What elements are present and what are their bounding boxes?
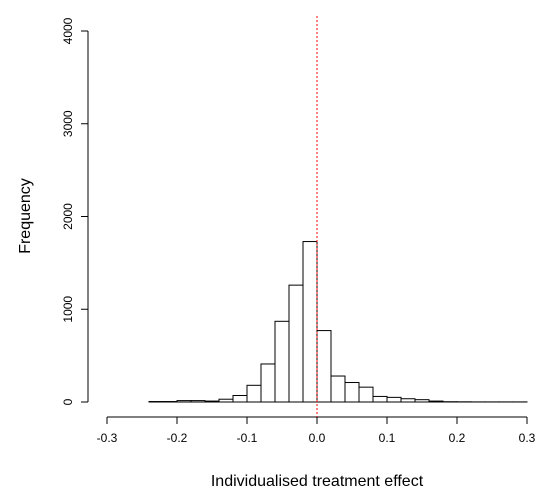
y-tick-label: 0	[61, 398, 75, 405]
y-tick-label: 2000	[61, 203, 75, 230]
bar	[260, 363, 276, 403]
y-tick-label: 1000	[61, 296, 75, 323]
bar	[218, 398, 234, 403]
bar	[176, 400, 192, 403]
y-axis-label: Frequency	[17, 178, 34, 254]
bar	[414, 399, 430, 403]
x-tick-label: 0.3	[519, 431, 536, 445]
bar	[288, 284, 304, 403]
bar	[246, 384, 262, 403]
bar	[372, 395, 388, 403]
bar	[204, 400, 220, 403]
x-tick-label: -0.2	[167, 431, 188, 445]
bar	[316, 330, 332, 403]
bar	[386, 396, 402, 403]
bar	[302, 241, 318, 403]
x-tick-label: 0.1	[379, 431, 396, 445]
bar	[232, 395, 248, 403]
x-axis-label: Individualised treatment effect	[211, 473, 424, 490]
x-tick-label: -0.1	[237, 431, 258, 445]
bar	[190, 400, 206, 403]
bar	[400, 398, 416, 403]
x-tick-label: -0.3	[97, 431, 118, 445]
x-tick-label: 0.0	[309, 431, 326, 445]
x-tick-label: 0.2	[449, 431, 466, 445]
bar	[428, 400, 444, 403]
bar	[330, 375, 346, 403]
bar	[358, 386, 374, 403]
bar	[274, 320, 290, 403]
y-tick-label: 3000	[61, 110, 75, 137]
bar	[344, 382, 360, 403]
y-tick-label: 4000	[61, 17, 75, 44]
